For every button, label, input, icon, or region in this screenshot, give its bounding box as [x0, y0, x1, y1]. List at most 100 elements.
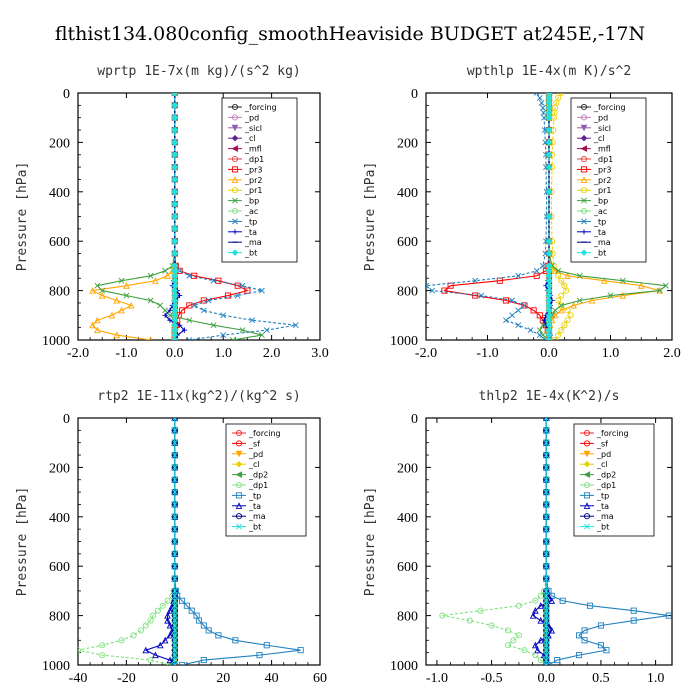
data-point — [249, 317, 256, 324]
legend-label: _dp1 — [593, 155, 613, 164]
data-point — [94, 282, 101, 289]
data-point — [665, 612, 672, 619]
data-point — [147, 272, 154, 279]
legend-marker — [235, 481, 243, 489]
data-point — [558, 277, 565, 284]
data-point — [543, 563, 550, 570]
data-point — [597, 642, 604, 649]
data-point — [558, 327, 565, 334]
legend-marker — [580, 114, 588, 121]
panel-3: rtp2 1E-11x(kg^2)/(kg^2 s) Pressure [hPa]… — [15, 389, 327, 686]
data-point — [171, 93, 179, 97]
data-point — [567, 312, 574, 319]
legend-marker — [231, 176, 239, 183]
legend-marker — [583, 471, 591, 478]
data-point — [539, 262, 546, 269]
legend-marker — [581, 229, 587, 235]
data-point — [123, 292, 130, 299]
data-point — [576, 632, 583, 639]
series-bt — [543, 418, 550, 665]
data-point — [142, 622, 149, 629]
legend-label: _tp — [593, 217, 606, 226]
data-point — [538, 99, 545, 106]
data-point — [551, 311, 559, 319]
legend-marker — [231, 187, 239, 194]
data-point — [171, 622, 178, 629]
panel-title: rtp2 1E-11x(kg^2)/(kg^2 s) — [97, 389, 301, 404]
data-point — [171, 126, 179, 134]
data-point — [162, 267, 169, 274]
data-point — [543, 657, 550, 663]
data-point — [543, 627, 550, 634]
data-point — [162, 307, 169, 314]
data-point — [548, 626, 556, 634]
legend-marker — [583, 440, 591, 447]
series-line — [442, 418, 547, 665]
data-point — [147, 297, 154, 304]
data-point — [530, 307, 537, 314]
data-point — [447, 282, 454, 289]
data-point — [532, 607, 539, 614]
data-point — [564, 272, 571, 279]
legend-marker — [580, 145, 588, 152]
data-point — [521, 302, 528, 309]
y-axis-label: Pressure [hPa] — [15, 162, 30, 272]
data-point — [210, 322, 217, 329]
legend-label: _bt — [593, 249, 606, 258]
data-point — [186, 272, 193, 279]
data-point — [171, 452, 178, 458]
data-point — [164, 597, 171, 604]
legend-marker — [235, 502, 243, 509]
data-point — [171, 418, 178, 421]
data-point — [210, 277, 217, 284]
legend-marker — [580, 124, 588, 132]
data-point — [548, 597, 556, 604]
data-point — [171, 526, 178, 533]
y-tick-label: 600 — [49, 235, 70, 250]
series-group — [78, 418, 304, 665]
legend-label: _cl — [244, 134, 256, 143]
data-point — [130, 632, 137, 639]
data-point — [576, 652, 583, 659]
data-point — [239, 327, 246, 334]
x-tick-label: 1.0 — [602, 346, 620, 361]
y-axis-label: Pressure [hPa] — [363, 162, 378, 272]
x-tick-label: 1.0 — [647, 671, 665, 686]
data-point — [532, 641, 539, 649]
data-point — [166, 607, 174, 614]
legend-marker — [580, 207, 588, 215]
series-tp — [171, 93, 299, 340]
data-point — [533, 267, 540, 274]
legend-label: _ac — [244, 207, 258, 216]
data-point — [171, 501, 178, 508]
data-point — [183, 602, 190, 609]
legend-box — [225, 423, 307, 537]
data-point — [543, 647, 550, 654]
data-point — [558, 292, 565, 299]
legend-label: _bt — [596, 523, 609, 532]
data-point — [179, 307, 186, 314]
x-tick-label: 40 — [265, 671, 279, 686]
data-point — [171, 336, 179, 340]
legend-marker — [235, 440, 243, 447]
x-tick-label: 1.0 — [214, 346, 232, 361]
series-dp1 — [439, 418, 550, 665]
legend-label: _pr1 — [593, 186, 611, 195]
data-point — [545, 250, 553, 257]
legend-marker — [231, 114, 239, 121]
legend-label: _bt — [244, 249, 257, 258]
data-point — [239, 282, 246, 289]
data-point — [171, 237, 179, 245]
data-point — [543, 607, 550, 614]
data-point — [536, 95, 543, 101]
data-point — [510, 637, 517, 644]
data-point — [149, 612, 157, 619]
data-point — [220, 312, 227, 319]
legend-marker — [580, 187, 588, 194]
data-point — [186, 337, 193, 340]
data-point — [171, 617, 178, 624]
data-point — [543, 452, 550, 458]
data-point — [543, 575, 550, 582]
data-point — [558, 93, 565, 97]
data-point — [171, 225, 179, 233]
